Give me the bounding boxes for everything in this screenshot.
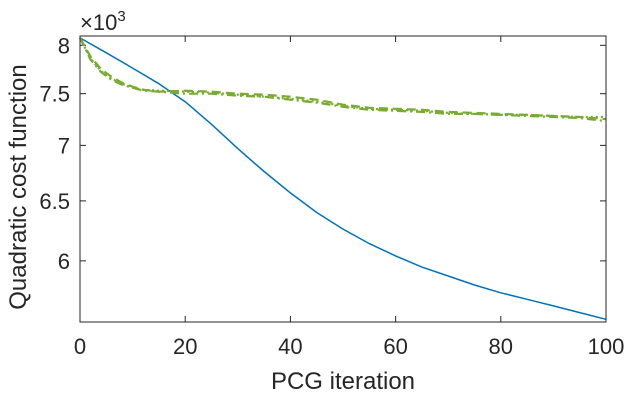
y-exponent-base: ×10 <box>80 10 117 35</box>
y-axis-exponent: ×103 <box>80 8 126 35</box>
series-line-2 <box>79 37 607 121</box>
series-line-4 <box>79 37 607 123</box>
ticks-layer <box>79 36 607 322</box>
y-tick-label: 6 <box>58 249 70 274</box>
series-line-3 <box>79 37 606 119</box>
x-tick-label: 20 <box>173 334 197 359</box>
y-axis-title: Quadratic cost function <box>5 64 32 309</box>
y-tick-label: 6.5 <box>39 189 70 214</box>
y-exponent-power: 3 <box>117 8 125 25</box>
y-tick-label: 7 <box>58 133 70 158</box>
x-tick-label: 40 <box>278 334 302 359</box>
x-tick-label: 60 <box>383 334 407 359</box>
y-tick-label: 8 <box>58 33 70 58</box>
x-tick-label: 100 <box>588 334 625 359</box>
y-tick-label: 7.5 <box>39 82 70 107</box>
axes-box <box>79 35 607 323</box>
x-tick-label: 80 <box>489 334 513 359</box>
x-axis-title: PCG iteration <box>271 368 415 395</box>
x-tick-label: 0 <box>74 334 86 359</box>
series-line-1 <box>79 37 607 321</box>
labels-layer: 0 20 40 60 80 100 6 6.5 7 7.5 8 <box>39 33 624 359</box>
series-layer <box>79 37 607 321</box>
